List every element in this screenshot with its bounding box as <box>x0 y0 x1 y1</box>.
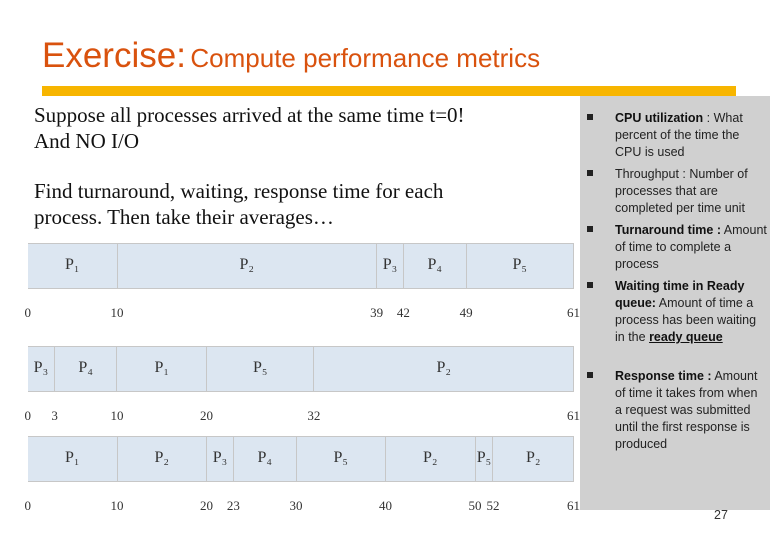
gantt-tick-label: 0 <box>24 305 32 320</box>
gantt-segment: P₃ <box>28 347 55 391</box>
gantt-tick-label: 32 <box>307 408 321 423</box>
gantt-segment: P₂ <box>118 437 207 481</box>
gantt-segment-label: P₃ <box>382 256 398 273</box>
gantt-tick-label: 61 <box>567 408 580 423</box>
gantt-segment-label: P₃ <box>33 359 49 376</box>
gantt-tick-label: 30 <box>289 498 303 513</box>
intro-line-2: And NO I/O <box>34 129 139 153</box>
gantt-segment-label: P₅ <box>476 449 492 466</box>
gantt-segment-label: P₄ <box>257 449 272 466</box>
gantt-segment-label: P₃ <box>212 449 228 466</box>
gantt-tick-label: 39 <box>370 305 384 320</box>
gantt-tick-label: 0 <box>24 408 32 423</box>
gantt-tick-label: 52 <box>486 498 500 513</box>
gantt-tick-label: 20 <box>200 408 214 423</box>
bullet-text: Turnaround time : Amount of time to comp… <box>615 223 767 271</box>
gantt-tick-label: 42 <box>396 305 410 320</box>
bullet-text: Waiting time in Ready queue: Amount of t… <box>615 279 757 344</box>
gantt-bar: P₁ P₂ P₃ P₄ P₅ <box>28 243 574 289</box>
gantt-segment: P₄ <box>404 244 467 288</box>
gantt-segment-label: P₂ <box>154 449 169 466</box>
gantt-segment-label: P₂ <box>436 359 451 376</box>
gantt-tick-label: 61 <box>567 498 580 513</box>
gantt-segment: P₅ <box>467 244 574 288</box>
gantt-segment-label: P₂ <box>239 256 255 273</box>
gantt-tick-label: 49 <box>459 305 473 320</box>
slide-title: Exercise: Compute performance metrics <box>42 36 540 76</box>
gantt-segment: P₅ <box>297 437 387 481</box>
gantt-segment-label: P₁ <box>154 359 169 376</box>
gantt-segment: P₁ <box>118 347 207 391</box>
gantt-tick-label: 0 <box>24 498 32 513</box>
gantt-segment: P₂ <box>493 437 574 481</box>
gantt-segment-label: P₄ <box>427 256 442 273</box>
bullet-text: CPU utilization : What percent of the ti… <box>615 111 743 159</box>
bullet-square-icon <box>587 114 593 120</box>
gantt-tick-label: 23 <box>226 498 240 513</box>
gantt-segment: P₄ <box>55 347 118 391</box>
gantt-tick-label: 20 <box>200 498 214 513</box>
title-underline-bar <box>42 86 736 96</box>
slide-title-main: Exercise: <box>42 36 186 75</box>
gantt-tick-label: 61 <box>567 305 580 320</box>
definitions-panel <box>580 96 770 510</box>
bullet-square-icon <box>587 372 593 378</box>
gantt-tick-label: 10 <box>110 408 124 423</box>
bullet-square-icon <box>587 170 593 176</box>
gantt-segment-label: P₅ <box>512 256 528 273</box>
gantt-segment: P₁ <box>28 437 118 481</box>
gantt-bar: P₃ P₄ P₁ P₅ P₂ <box>28 346 574 392</box>
gantt-segment: P₅ <box>476 437 494 481</box>
gantt-segment-label: P₂ <box>423 449 438 466</box>
gantt-tick-label: 3 <box>51 408 58 423</box>
gantt-segment: P₅ <box>207 347 315 391</box>
gantt-segment-label: P₅ <box>333 449 348 466</box>
gantt-tick-label: 40 <box>379 498 393 513</box>
gantt-segment-label: P₁ <box>65 449 80 466</box>
gantt-tick-label: 50 <box>468 498 482 513</box>
bullet-text: Throughput : Number of processes that ar… <box>615 167 748 215</box>
gantt-segment: P₁ <box>28 244 118 288</box>
bullet-square-icon <box>587 282 593 288</box>
gantt-segment-label: P₁ <box>65 256 80 273</box>
gantt-segment-label: P₂ <box>525 449 541 466</box>
slide-title-sub: Compute performance metrics <box>190 43 541 73</box>
gantt-segment: P₂ <box>314 347 574 391</box>
gantt-segment: P₃ <box>207 437 234 481</box>
intro-line-1: Suppose all processes arrived at the sam… <box>34 103 465 127</box>
gantt-segment-label: P₅ <box>252 359 268 376</box>
task-line-1: Find turnaround, waiting, response time … <box>34 179 444 203</box>
gantt-segment: P₂ <box>386 437 476 481</box>
page-number: 27 <box>714 508 728 522</box>
gantt-segment: P₂ <box>118 244 378 288</box>
bullet-square-icon <box>587 226 593 232</box>
gantt-bar: P₁ P₂ P₃ P₄ P₅ P₂ P₅ P₂ <box>28 436 574 482</box>
task-line-2: process. Then take their averages… <box>34 205 334 229</box>
bullet-text: Response time : Amount of time it takes … <box>615 369 758 451</box>
gantt-tick-label: 10 <box>110 305 124 320</box>
gantt-segment: P₃ <box>377 244 404 288</box>
gantt-segment-label: P₄ <box>78 359 93 376</box>
gantt-segment: P₄ <box>234 437 297 481</box>
gantt-tick-label: 10 <box>110 498 124 513</box>
